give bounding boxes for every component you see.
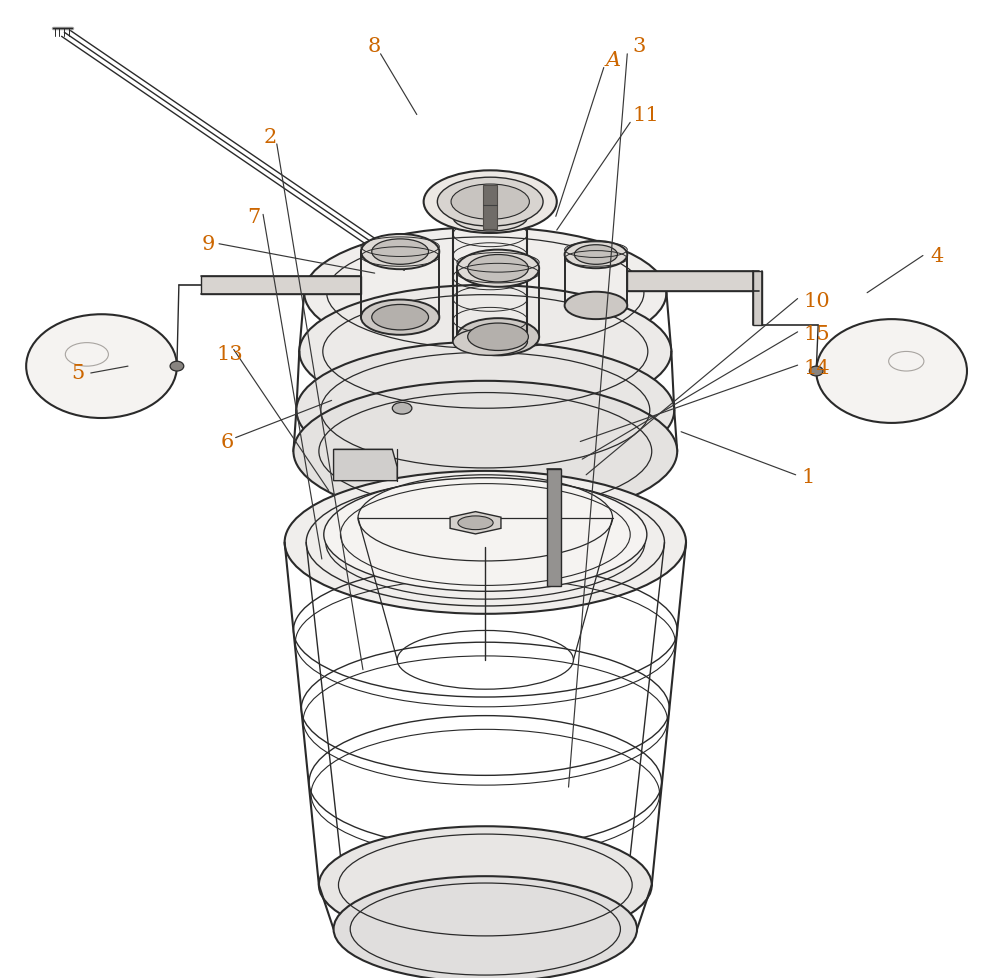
Text: 14: 14: [803, 358, 830, 378]
Ellipse shape: [565, 242, 627, 269]
Text: 1: 1: [802, 467, 815, 487]
Ellipse shape: [26, 315, 177, 419]
Polygon shape: [334, 450, 397, 481]
Ellipse shape: [296, 342, 674, 479]
Text: 6: 6: [221, 432, 234, 452]
Text: 7: 7: [247, 207, 261, 227]
Ellipse shape: [424, 171, 557, 234]
Polygon shape: [547, 469, 561, 587]
Polygon shape: [483, 186, 497, 230]
Text: 4: 4: [931, 246, 944, 266]
Text: 2: 2: [263, 127, 276, 147]
Polygon shape: [201, 277, 361, 294]
Polygon shape: [450, 512, 501, 534]
Ellipse shape: [816, 320, 967, 423]
Ellipse shape: [361, 300, 439, 335]
Text: 3: 3: [632, 37, 646, 57]
Ellipse shape: [574, 245, 617, 265]
Ellipse shape: [457, 250, 539, 288]
Text: 13: 13: [216, 344, 243, 364]
Ellipse shape: [170, 362, 184, 372]
Ellipse shape: [372, 240, 429, 265]
Text: A: A: [606, 51, 621, 70]
Ellipse shape: [299, 286, 671, 419]
Ellipse shape: [285, 471, 686, 614]
Text: 9: 9: [201, 235, 215, 254]
Ellipse shape: [453, 329, 527, 356]
Ellipse shape: [458, 516, 493, 530]
Ellipse shape: [457, 319, 539, 356]
Ellipse shape: [468, 324, 528, 351]
Text: 5: 5: [71, 364, 84, 383]
Ellipse shape: [453, 204, 527, 232]
Ellipse shape: [565, 292, 627, 320]
Ellipse shape: [437, 178, 543, 227]
Ellipse shape: [361, 235, 439, 270]
Ellipse shape: [304, 228, 666, 359]
Text: 8: 8: [368, 37, 381, 57]
Ellipse shape: [392, 403, 412, 415]
Ellipse shape: [451, 185, 529, 220]
Ellipse shape: [468, 255, 528, 283]
Ellipse shape: [809, 367, 823, 377]
Ellipse shape: [334, 876, 637, 978]
Polygon shape: [753, 272, 762, 326]
Ellipse shape: [372, 305, 429, 331]
Polygon shape: [627, 272, 759, 291]
Text: 15: 15: [803, 325, 830, 344]
Ellipse shape: [324, 478, 647, 592]
Ellipse shape: [319, 826, 652, 944]
Text: 10: 10: [803, 291, 830, 311]
Text: 11: 11: [632, 106, 659, 125]
Ellipse shape: [293, 381, 677, 522]
